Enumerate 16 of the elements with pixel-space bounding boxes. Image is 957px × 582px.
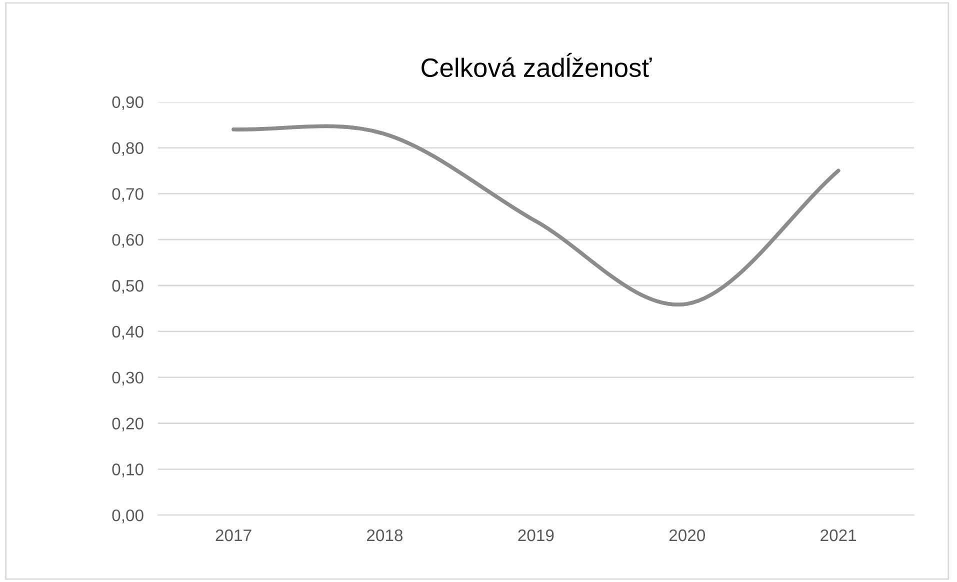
x-tick-label: 2021 bbox=[820, 529, 856, 542]
y-tick-label: 0,30 bbox=[112, 372, 144, 386]
y-tick-label: 0,70 bbox=[112, 188, 144, 202]
chart-title: Celková zadĺženosť bbox=[422, 52, 652, 78]
y-tick-label: 0,50 bbox=[112, 280, 144, 294]
y-tick-label: 0,40 bbox=[112, 326, 144, 340]
x-tick-label: 2017 bbox=[216, 529, 252, 542]
y-tick-label: 0,10 bbox=[112, 464, 144, 478]
y-tick-label: 0,20 bbox=[112, 418, 144, 432]
x-tick-label: 2018 bbox=[367, 529, 403, 542]
y-tick-label: 0,90 bbox=[112, 96, 144, 110]
y-tick-label: 0,00 bbox=[112, 509, 144, 524]
y-tick-label: 0,80 bbox=[112, 142, 144, 156]
y-tick-label: 0,60 bbox=[112, 234, 144, 248]
x-tick-label: 2019 bbox=[518, 529, 554, 542]
x-tick-label: 2020 bbox=[669, 529, 706, 542]
